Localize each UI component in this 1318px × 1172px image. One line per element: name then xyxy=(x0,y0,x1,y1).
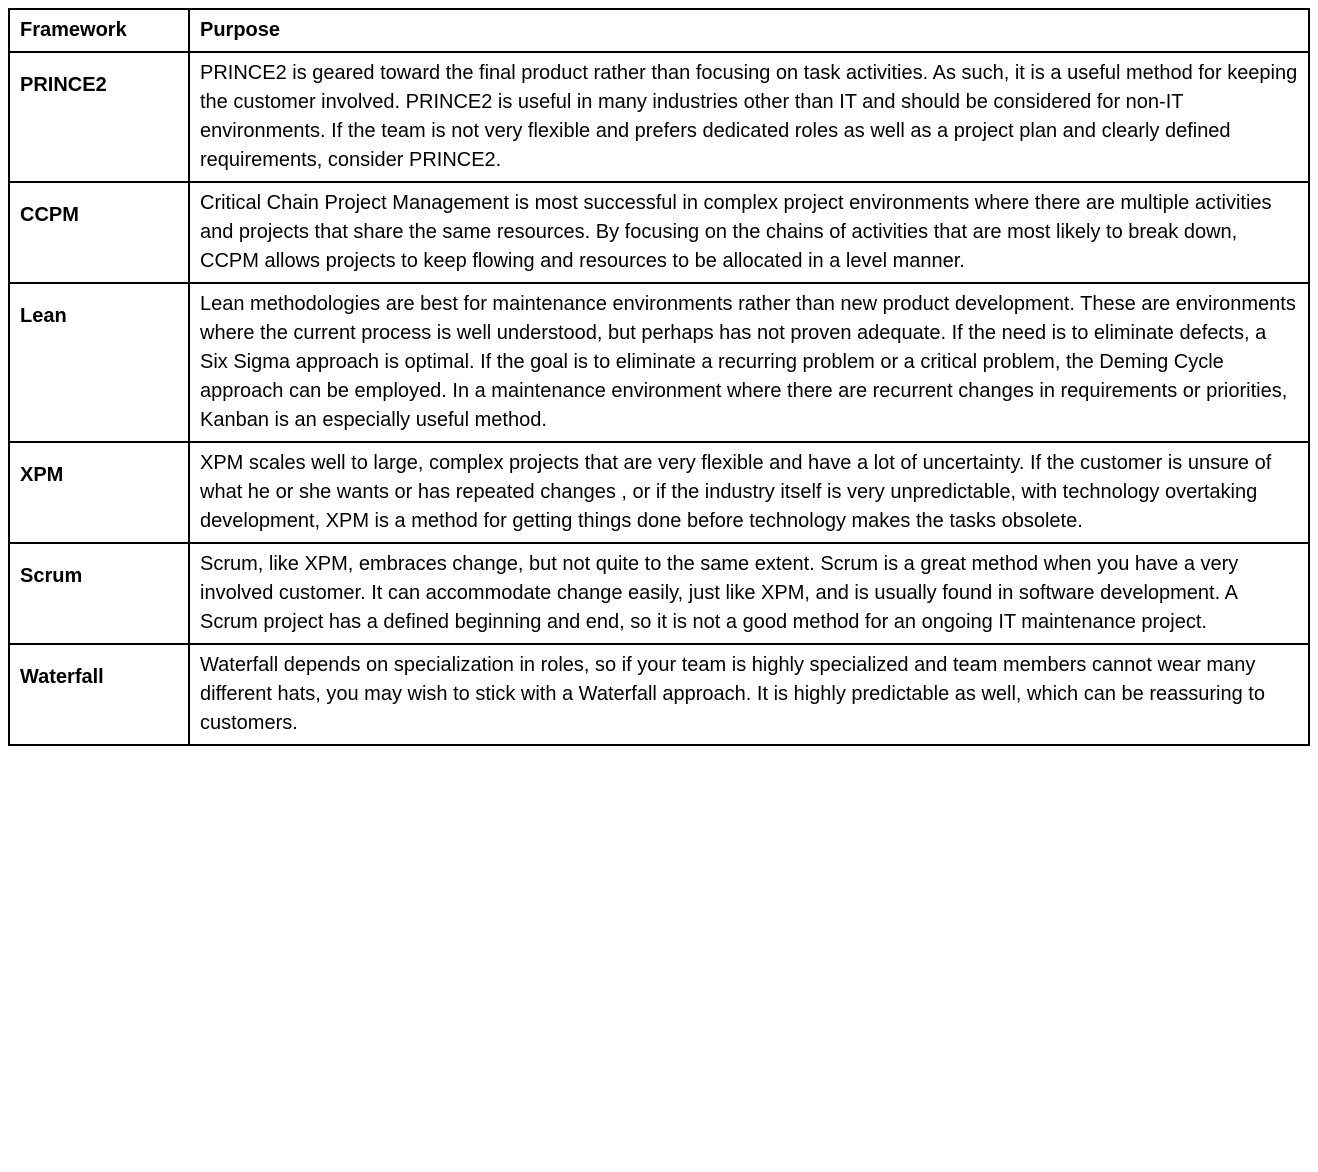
framework-name: CCPM xyxy=(9,182,189,283)
table-row: PRINCE2 PRINCE2 is geared toward the fin… xyxy=(9,52,1309,182)
table-row: XPM XPM scales well to large, complex pr… xyxy=(9,442,1309,543)
table-row: Lean Lean methodologies are best for mai… xyxy=(9,283,1309,442)
header-framework: Framework xyxy=(9,9,189,52)
table-row: Scrum Scrum, like XPM, embraces change, … xyxy=(9,543,1309,644)
frameworks-table: Framework Purpose PRINCE2 PRINCE2 is gea… xyxy=(8,8,1310,746)
framework-purpose: Waterfall depends on specialization in r… xyxy=(189,644,1309,745)
table-row: CCPM Critical Chain Project Management i… xyxy=(9,182,1309,283)
table-header-row: Framework Purpose xyxy=(9,9,1309,52)
framework-name: Waterfall xyxy=(9,644,189,745)
header-purpose: Purpose xyxy=(189,9,1309,52)
framework-name: XPM xyxy=(9,442,189,543)
framework-name: PRINCE2 xyxy=(9,52,189,182)
framework-purpose: PRINCE2 is geared toward the final produ… xyxy=(189,52,1309,182)
framework-purpose: Critical Chain Project Management is mos… xyxy=(189,182,1309,283)
framework-purpose: Lean methodologies are best for maintena… xyxy=(189,283,1309,442)
framework-purpose: XPM scales well to large, complex projec… xyxy=(189,442,1309,543)
framework-name: Lean xyxy=(9,283,189,442)
framework-purpose: Scrum, like XPM, embraces change, but no… xyxy=(189,543,1309,644)
framework-name: Scrum xyxy=(9,543,189,644)
table-row: Waterfall Waterfall depends on specializ… xyxy=(9,644,1309,745)
